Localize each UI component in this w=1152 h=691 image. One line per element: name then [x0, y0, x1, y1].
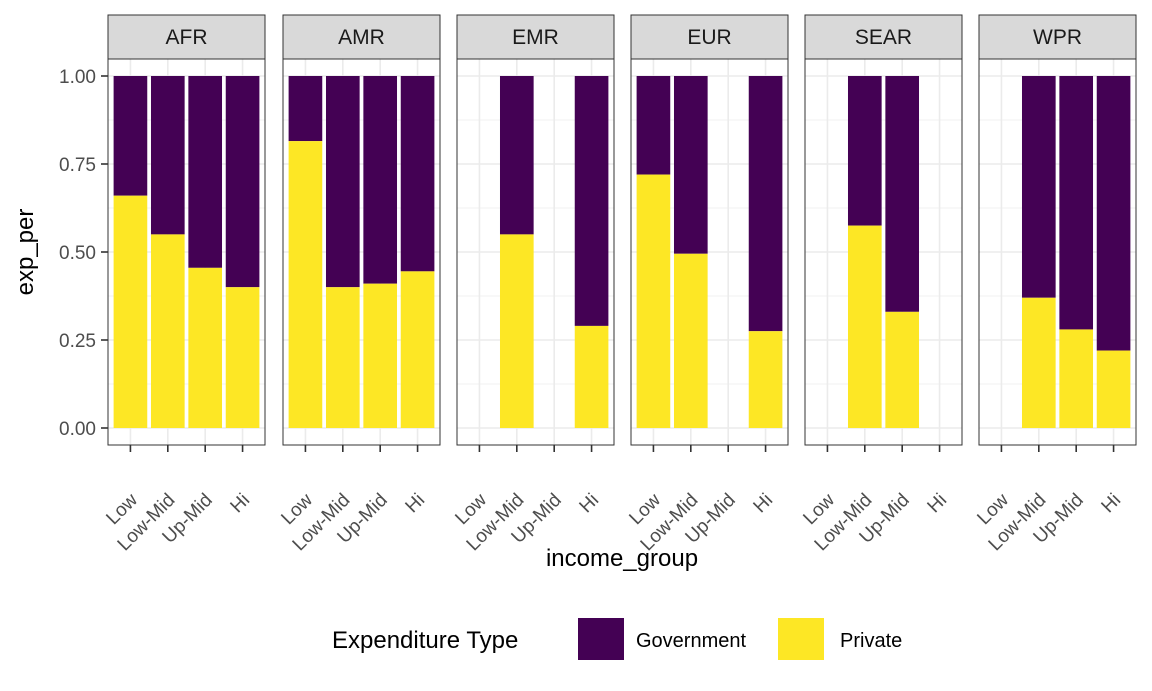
bar-private-low: [636, 174, 671, 428]
bar-private-up-mid: [885, 311, 920, 428]
panel-border: [804, 58, 963, 446]
facet-strip: [804, 14, 963, 60]
bar-government-hi: [1096, 76, 1131, 351]
bar-private-up-mid: [188, 267, 223, 428]
panel-border: [282, 58, 441, 446]
x-tick-label: Hi: [227, 490, 255, 518]
bar-private-hi: [574, 325, 609, 428]
y-tick-label: 1.00: [59, 67, 96, 88]
y-tick-label: 0.75: [59, 155, 96, 176]
legend-label-government: Government: [636, 630, 746, 652]
y-tick-label: 0.00: [59, 419, 96, 440]
bar-government-up-mid: [1059, 76, 1094, 330]
facet-strip-label: WPR: [1033, 26, 1082, 49]
bar-government-hi: [225, 76, 260, 288]
bar-private-low-mid: [673, 253, 708, 428]
bar-private-low-mid: [847, 225, 882, 428]
bar-private-low-mid: [150, 234, 185, 428]
panel-border: [456, 58, 615, 446]
bar-government-hi: [748, 76, 783, 332]
bar-private-up-mid: [1059, 329, 1094, 428]
bar-government-low-mid: [847, 76, 882, 226]
y-tick-label: 0.50: [59, 243, 96, 264]
bar-government-low: [288, 76, 323, 142]
bar-private-low: [113, 195, 148, 428]
panel-border: [630, 58, 789, 446]
bar-government-up-mid: [885, 76, 920, 312]
bar-government-low: [636, 76, 671, 175]
facet-strip-label: EMR: [512, 26, 559, 49]
y-tick-label: 0.25: [59, 331, 96, 352]
facet-strip: [630, 14, 789, 60]
x-tick-label: Hi: [402, 490, 430, 518]
bar-private-hi: [748, 331, 783, 428]
y-axis: 0.00 0.25 0.50 0.75 1.00: [59, 67, 108, 440]
x-tick-label: Hi: [576, 490, 604, 518]
legend-key-private: [778, 618, 824, 660]
bar-private-low-mid: [1021, 297, 1056, 428]
facet-strip-label: AFR: [166, 26, 208, 49]
x-tick-label: Hi: [924, 490, 952, 518]
bar-government-up-mid: [188, 76, 223, 268]
facet-strip: [107, 14, 266, 60]
bar-government-low-mid: [325, 76, 360, 288]
facet-strip: [456, 14, 615, 60]
legend-key-government: [578, 618, 624, 660]
facet-strip-label: AMR: [338, 26, 385, 49]
x-axis-title: income_group: [546, 545, 698, 572]
facet-strip-label: EUR: [687, 26, 731, 49]
bar-private-hi: [400, 271, 435, 428]
x-tick-label: Hi: [1098, 490, 1126, 518]
legend-label-private: Private: [840, 630, 902, 652]
bar-private-hi: [225, 287, 260, 428]
bar-government-hi: [574, 76, 609, 326]
bar-private-low-mid: [499, 234, 534, 428]
legend-title: Expenditure Type: [332, 627, 518, 654]
facet-strip-label: SEAR: [855, 26, 912, 49]
bar-government-up-mid: [363, 76, 398, 284]
bar-government-low-mid: [150, 76, 185, 235]
bar-private-up-mid: [363, 283, 398, 428]
bar-private-low: [288, 141, 323, 428]
bar-government-low: [113, 76, 148, 196]
bar-government-low-mid: [1021, 76, 1056, 298]
panel-border: [978, 58, 1137, 446]
y-axis-title: exp_per: [12, 209, 39, 296]
x-tick-label: Hi: [750, 490, 778, 518]
bar-private-low-mid: [325, 287, 360, 428]
bar-government-hi: [400, 76, 435, 272]
legend: Expenditure Type Government Private: [332, 618, 902, 660]
bar-private-hi: [1096, 350, 1131, 428]
bar-government-low-mid: [673, 76, 708, 254]
bar-government-low-mid: [499, 76, 534, 235]
